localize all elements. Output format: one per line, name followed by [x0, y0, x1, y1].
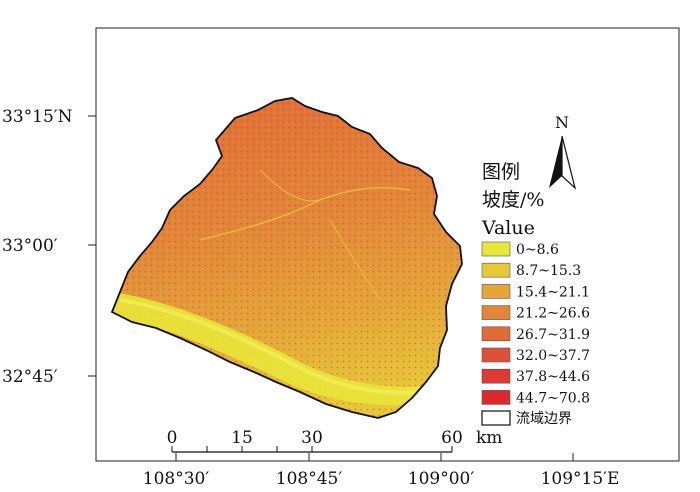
lat-label: 33°15′N [2, 107, 73, 127]
scale-unit: km [476, 428, 502, 448]
north-arrow-icon: N [549, 113, 577, 190]
legend-swatch [481, 390, 511, 405]
scale-tick-label: 60 [441, 428, 463, 448]
legend-label: 21.2~26.6 [516, 306, 590, 322]
basin-boundary [110, 97, 463, 419]
lon-label: 108°30′ [143, 469, 210, 489]
lon-label: 108°45′ [276, 469, 343, 489]
legend-label: 32.0~37.7 [516, 348, 590, 364]
legend-swatch [481, 347, 511, 363]
legend-swatch [481, 262, 511, 278]
lon-label: 109°00′ [408, 469, 475, 489]
scale-bar: 0 15 30 60 km [167, 428, 502, 453]
scale-tick-label: 0 [167, 428, 178, 448]
legend-swatch [481, 305, 511, 320]
legend: 图例 坡度/% Value 0~8.6 8.7~15.3 15.4~21.1 21.2… [481, 161, 590, 427]
legend-swatch [481, 241, 511, 257]
legend-swatch [481, 326, 511, 342]
legend-label: 0~8.6 [516, 242, 559, 258]
legend-swatch-boundary [481, 410, 511, 426]
legend-label: 37.8~44.6 [516, 369, 590, 385]
lon-label: 109°15′E [541, 469, 620, 489]
legend-swatch [481, 284, 511, 299]
legend-title: 图例 [482, 161, 520, 183]
scale-tick-label: 15 [231, 428, 253, 448]
legend-label-boundary: 流域边界 [516, 411, 572, 427]
lat-label: 32°45′ [2, 367, 58, 387]
legend-label: 8.7~15.3 [516, 263, 581, 279]
legend-label: 26.7~31.9 [516, 327, 590, 343]
legend-value-label: Value [481, 217, 535, 239]
legend-label: 15.4~21.1 [516, 284, 590, 300]
legend-swatch [481, 368, 511, 384]
slope-raster [112, 98, 462, 418]
lat-label: 33°00′ [2, 236, 58, 256]
legend-label: 44.7~70.8 [516, 390, 590, 406]
legend-subtitle: 坡度/% [482, 189, 544, 211]
scale-tick-label: 30 [301, 428, 323, 448]
north-label: N [555, 113, 569, 132]
